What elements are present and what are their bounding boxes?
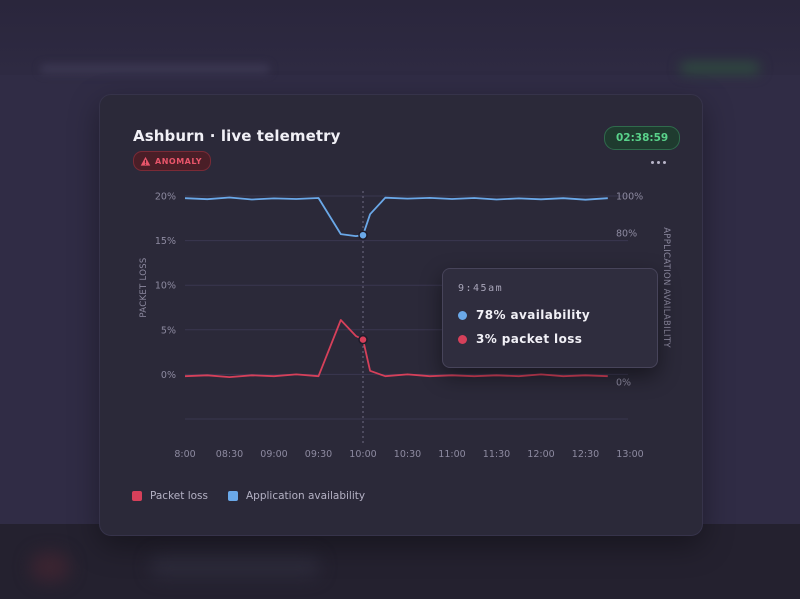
tooltip-row-availability: 78% availability: [458, 308, 590, 322]
availability-swatch-icon: [227, 491, 238, 501]
blurred-footer-element: [150, 554, 320, 578]
anomaly-badge: ANOMALY: [133, 151, 211, 171]
x-tick-label: 12:00: [527, 449, 554, 460]
more-dots-icon: [662, 160, 666, 164]
y-left-tick-label: 20%: [155, 192, 176, 203]
y-right-tick-label: 100%: [616, 192, 643, 203]
background-footer-band: [0, 524, 800, 599]
x-tick-label: 13:00: [616, 449, 643, 460]
y-left-tick-label: 15%: [155, 236, 176, 247]
x-tick-label: 11:30: [483, 449, 510, 460]
telemetry-chart: 20% 15% 10% 5% 0% 100% 80% 0% 8:00 08:30 09:00 09…: [139, 191, 671, 460]
tooltip-time: 9:45am: [458, 283, 504, 294]
packet-loss-dot-icon: [458, 334, 467, 344]
x-tick-label: 10:30: [394, 449, 421, 460]
tooltip-availability: 78% availability: [476, 308, 591, 322]
x-tick-label: 08:30: [216, 449, 243, 460]
legend-item-availability[interactable]: Application availability: [227, 490, 366, 502]
card-title: Ashburn · live telemetry: [133, 127, 341, 145]
y-left-tick-label: 0%: [161, 370, 176, 381]
x-tick-label: 12:30: [572, 449, 599, 460]
blurred-header-element: [680, 62, 760, 74]
legend-label-availability: Application availability: [245, 490, 366, 502]
more-dots-icon: [656, 160, 660, 164]
packet-loss-hover-point: [358, 334, 368, 345]
availability-hover-point: [358, 230, 368, 240]
y-left-tick-label: 10%: [155, 281, 176, 292]
chart-legend: Packet loss Application availability: [132, 490, 365, 502]
hover-markers: [358, 230, 368, 345]
warning-icon: [140, 156, 151, 166]
y-axis-right: 100% 80% 0%: [616, 192, 643, 389]
y-axis-right-title: APPLICATION AVAILABILITY: [661, 227, 671, 348]
legend-label-packet-loss: Packet loss: [150, 490, 208, 502]
chart-tooltip: 9:45am 78% availability 3% packet loss: [442, 268, 658, 368]
availability-line: [184, 196, 608, 238]
packet-loss-swatch-icon: [132, 491, 142, 501]
x-axis: 8:00 08:30 09:00 09:30 10:00 10:30 11:00 11:30 1…: [174, 449, 643, 460]
x-tick-label: 09:00: [260, 449, 287, 460]
chart-grid: [185, 195, 628, 420]
background-header-band: [0, 0, 800, 75]
y-right-tick-label: 0%: [616, 377, 631, 388]
y-left-tick-label: 5%: [161, 325, 176, 336]
blurred-header-element: [40, 64, 270, 74]
blurred-footer-element: [30, 552, 70, 582]
y-axis-left: 20% 15% 10% 5% 0%: [155, 192, 176, 381]
x-tick-label: 10:00: [349, 449, 376, 460]
more-menu-button[interactable]: [648, 157, 668, 167]
packet-loss-line: [184, 319, 608, 379]
tooltip-row-packet-loss: 3% packet loss: [458, 332, 582, 346]
y-right-tick-label: 80%: [616, 229, 637, 240]
x-tick-label: 11:00: [438, 449, 465, 460]
x-tick-label: 09:30: [305, 449, 332, 460]
legend-item-packet-loss[interactable]: Packet loss: [132, 490, 208, 502]
more-dots-icon: [650, 160, 654, 164]
tooltip-packet-loss: 3% packet loss: [476, 332, 583, 346]
availability-dot-icon: [458, 310, 467, 320]
y-axis-left-title: PACKET LOSS: [139, 257, 149, 317]
x-tick-label: 8:00: [174, 449, 195, 460]
live-timer: 02:38:59: [604, 126, 681, 150]
anomaly-badge-label: ANOMALY: [155, 156, 202, 166]
chart-series: [184, 196, 608, 379]
